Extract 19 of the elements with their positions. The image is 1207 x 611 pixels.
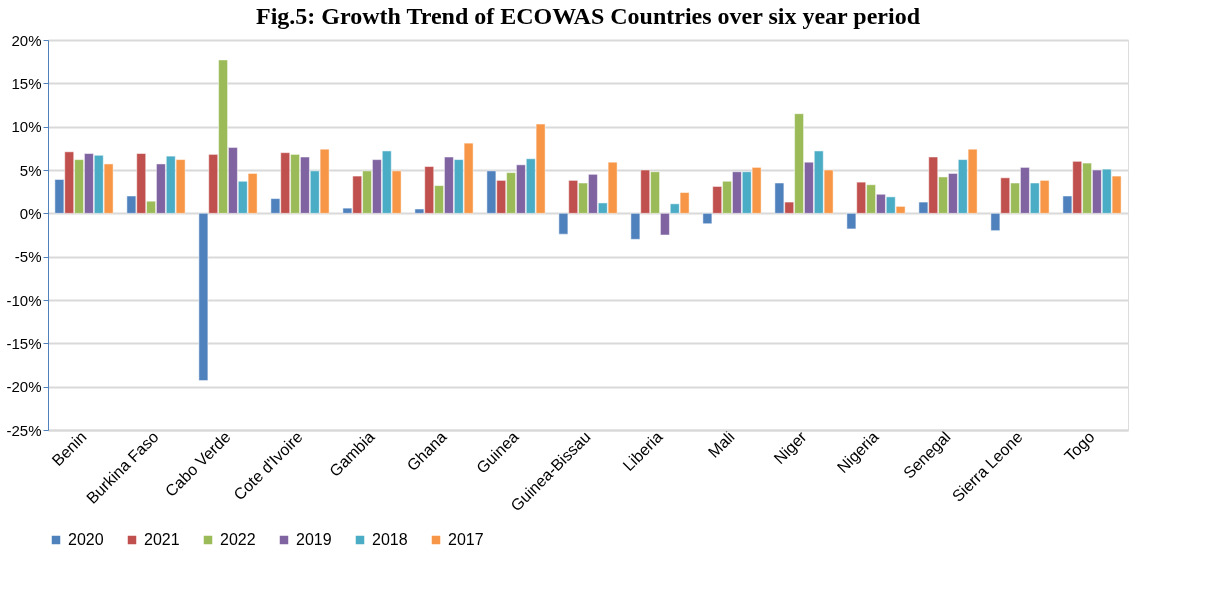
legend-label: 2020	[68, 531, 104, 548]
legend-label: 2017	[448, 531, 484, 548]
y-tick-label: 5%	[19, 161, 42, 179]
y-tick-label: 15%	[11, 74, 42, 92]
y-tick-label: -10%	[6, 291, 42, 309]
y-tick-label: -25%	[6, 421, 42, 439]
legend-label: 2022	[220, 531, 256, 548]
y-tick-label: -15%	[6, 334, 42, 352]
chart-title: Fig.5: Growth Trend of ECOWAS Countries over six year period	[255, 3, 921, 29]
x-tick-label: Togo	[1061, 428, 1098, 465]
legend-label: 2019	[296, 531, 332, 548]
y-tick-label: -5%	[14, 248, 42, 266]
legend-label: 2018	[372, 531, 408, 548]
legend-label: 2021	[144, 531, 180, 548]
y-tick-label: 0%	[19, 204, 42, 222]
y-tick-label: 20%	[11, 31, 42, 49]
y-tick-label: -20%	[6, 378, 42, 396]
x-tick-label: Mali	[704, 428, 738, 461]
y-tick-label: 10%	[11, 118, 42, 136]
